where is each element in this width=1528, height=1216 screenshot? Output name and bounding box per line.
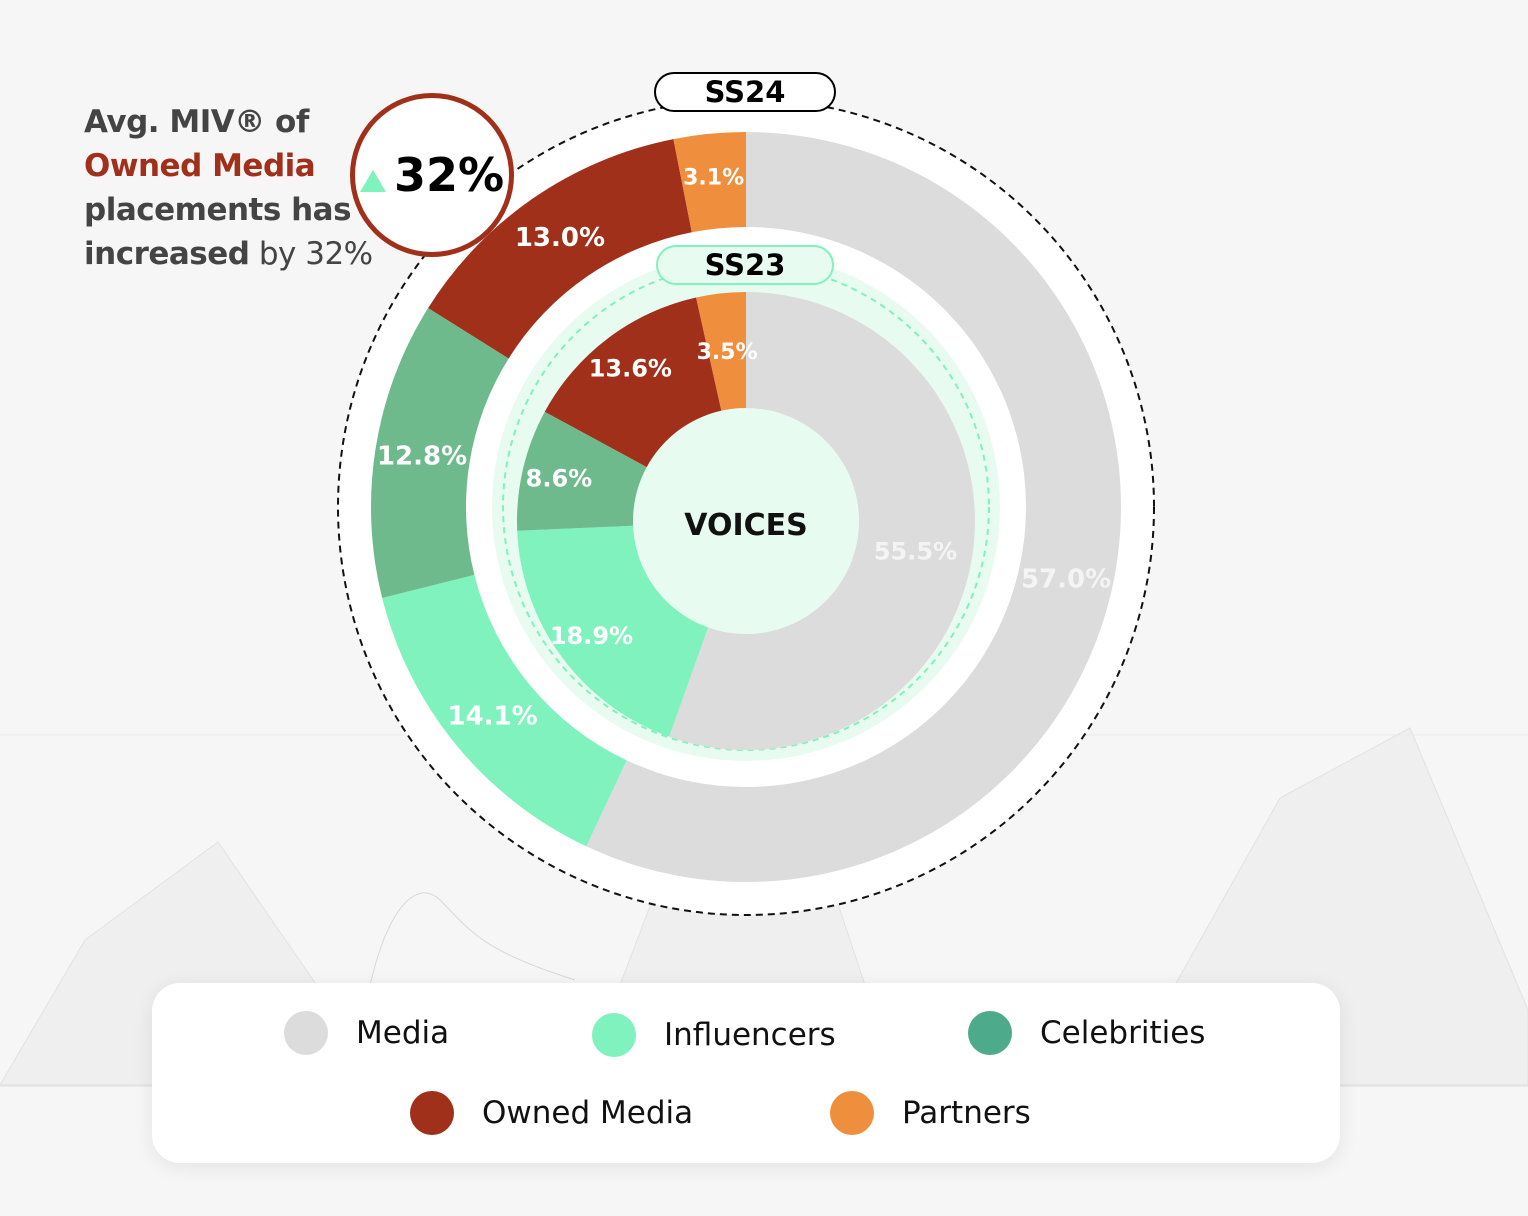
triangle-up-icon xyxy=(359,170,386,192)
ss24-slice-partners xyxy=(673,132,746,233)
data-label: 8.6% xyxy=(526,465,593,493)
legend: Media Influencers Celebrities Owned Medi… xyxy=(152,983,1340,1163)
legend-item-media: Media xyxy=(284,1011,449,1055)
headline: Avg. MIV® of Owned Media placements has … xyxy=(84,100,373,276)
partners-swatch-icon xyxy=(830,1091,874,1135)
ss24-slice-influencers xyxy=(382,574,627,847)
headline-line-4-rest: by 32% xyxy=(249,236,373,272)
legend-label: Owned Media xyxy=(482,1095,694,1131)
increase-badge: 32% xyxy=(350,93,514,257)
data-label: 55.5% xyxy=(874,537,957,565)
influencers-swatch-icon xyxy=(592,1013,636,1057)
data-label: 13.0% xyxy=(515,223,605,253)
increase-value: 32% xyxy=(393,148,505,202)
center-circle xyxy=(633,408,859,634)
media-swatch-icon xyxy=(284,1011,328,1055)
legend-item-celebrities: Celebrities xyxy=(968,1011,1205,1055)
headline-line-4-bold: increased xyxy=(84,236,250,272)
outer-ring-ss24 xyxy=(370,132,1122,882)
ss24-slice-media xyxy=(586,132,1122,882)
ss24-label: SS24 xyxy=(654,72,836,112)
center-label: VOICES xyxy=(684,508,807,543)
legend-item-influencers: Influencers xyxy=(592,1013,836,1057)
legend-item-partners: Partners xyxy=(830,1091,1031,1135)
data-label: 3.1% xyxy=(683,166,744,191)
ss24-slice-celebrities xyxy=(370,308,509,598)
headline-line-3: placements has xyxy=(84,192,352,228)
data-label: 12.8% xyxy=(377,442,467,472)
headline-line-1: Avg. MIV® of xyxy=(84,104,309,140)
data-label: 3.5% xyxy=(697,340,758,365)
ss24-slice-owned-media xyxy=(428,139,692,359)
ss23-label: SS23 xyxy=(656,245,834,285)
data-label: 18.9% xyxy=(550,622,633,650)
owned-media-swatch-icon xyxy=(410,1091,454,1135)
celebrities-swatch-icon xyxy=(968,1011,1012,1055)
legend-label: Partners xyxy=(902,1095,1031,1131)
data-label: 14.1% xyxy=(448,701,538,731)
data-label: 13.6% xyxy=(589,355,672,383)
legend-label: Media xyxy=(356,1015,450,1051)
legend-item-owned-media: Owned Media xyxy=(410,1091,693,1135)
legend-label: Celebrities xyxy=(1040,1015,1206,1051)
legend-label: Influencers xyxy=(664,1017,836,1053)
headline-accent: Owned Media xyxy=(84,148,316,184)
data-label: 57.0% xyxy=(1021,565,1111,595)
